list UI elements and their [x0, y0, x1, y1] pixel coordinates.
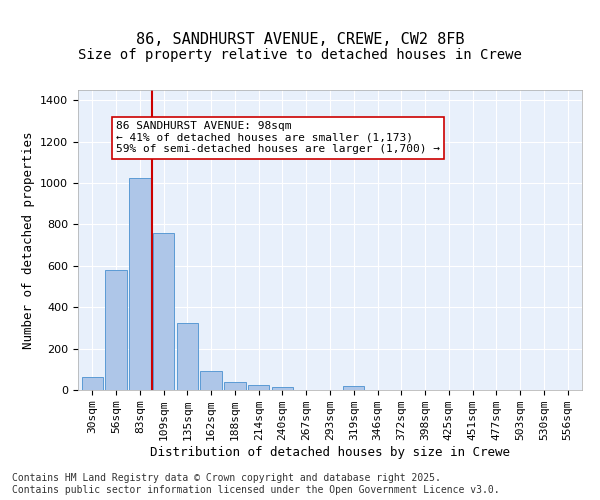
Bar — [224, 382, 245, 390]
Bar — [248, 385, 269, 390]
Text: Size of property relative to detached houses in Crewe: Size of property relative to detached ho… — [78, 48, 522, 62]
X-axis label: Distribution of detached houses by size in Crewe: Distribution of detached houses by size … — [150, 446, 510, 459]
Text: 86 SANDHURST AVENUE: 98sqm
← 41% of detached houses are smaller (1,173)
59% of s: 86 SANDHURST AVENUE: 98sqm ← 41% of deta… — [116, 121, 440, 154]
Bar — [272, 387, 293, 390]
Bar — [176, 323, 198, 390]
Y-axis label: Number of detached properties: Number of detached properties — [22, 131, 35, 349]
Bar — [82, 376, 103, 390]
Bar — [129, 178, 151, 390]
Bar — [343, 386, 364, 390]
Text: Contains HM Land Registry data © Crown copyright and database right 2025.
Contai: Contains HM Land Registry data © Crown c… — [12, 474, 500, 495]
Bar — [153, 233, 174, 390]
Bar — [200, 372, 222, 390]
Bar — [106, 270, 127, 390]
Text: 86, SANDHURST AVENUE, CREWE, CW2 8FB: 86, SANDHURST AVENUE, CREWE, CW2 8FB — [136, 32, 464, 48]
